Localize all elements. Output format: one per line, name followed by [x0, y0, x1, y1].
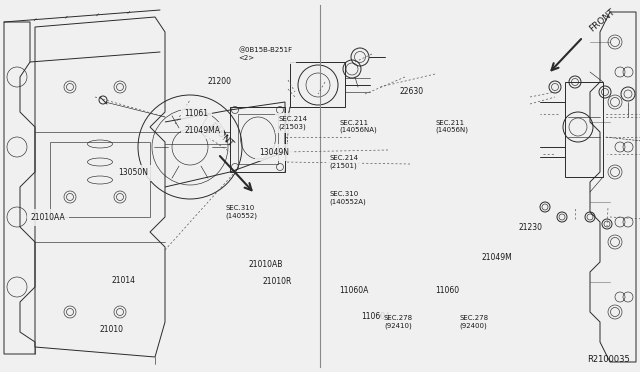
Text: 21010AB: 21010AB [248, 260, 283, 269]
Bar [290, 62, 345, 107]
Text: 11061: 11061 [184, 109, 209, 118]
Bar [238, 114, 278, 164]
Text: SEC.211
(14056N): SEC.211 (14056N) [435, 120, 468, 133]
Bar [565, 82, 603, 177]
Text: SEC.214
(21503): SEC.214 (21503) [278, 116, 307, 129]
Text: R2100035: R2100035 [588, 355, 630, 364]
Bar [50, 142, 150, 217]
Text: 21230: 21230 [518, 223, 543, 232]
Text: 21049MA: 21049MA [184, 126, 220, 135]
Text: 13050N: 13050N [118, 169, 148, 177]
Text: 21200: 21200 [208, 77, 232, 86]
Text: 13049N: 13049N [259, 148, 289, 157]
Text: 11060A: 11060A [339, 286, 369, 295]
Text: @0B15B-B251F
<2>: @0B15B-B251F <2> [238, 47, 292, 61]
Text: 21010AA: 21010AA [31, 213, 65, 222]
Text: 21049M: 21049M [481, 253, 512, 262]
Text: SEC.310
(140552): SEC.310 (140552) [225, 205, 257, 219]
Text: 21010R: 21010R [262, 278, 292, 286]
Text: 11060A: 11060A [362, 312, 391, 321]
Bar [230, 107, 285, 172]
Text: 21014: 21014 [112, 276, 136, 285]
Text: SEC.214
(21501): SEC.214 (21501) [330, 155, 358, 169]
Text: 11060: 11060 [435, 286, 460, 295]
Text: SEC.278
(92410): SEC.278 (92410) [384, 315, 413, 328]
Text: SEC.310
(140552A): SEC.310 (140552A) [330, 191, 366, 205]
Text: 22630: 22630 [400, 87, 424, 96]
Text: 21010: 21010 [99, 325, 123, 334]
Text: SEC.211
(14056NA): SEC.211 (14056NA) [339, 120, 377, 133]
Text: SEC.278
(92400): SEC.278 (92400) [460, 315, 489, 328]
Text: FRONT: FRONT [588, 7, 617, 34]
Text: FRONT: FRONT [207, 121, 235, 149]
